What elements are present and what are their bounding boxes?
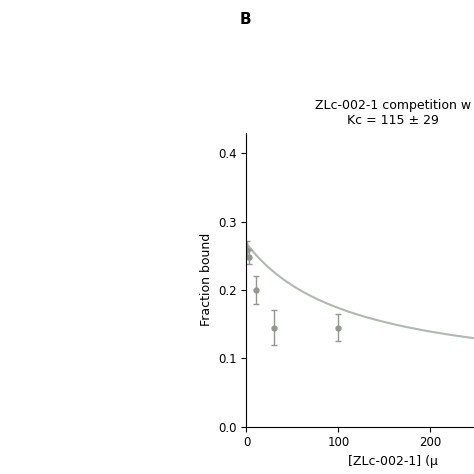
Y-axis label: Fraction bound: Fraction bound xyxy=(200,233,212,326)
Text: B: B xyxy=(239,12,251,27)
Title: ZLc-002-1 competition w
Kc = 115 ± 29: ZLc-002-1 competition w Kc = 115 ± 29 xyxy=(315,100,472,128)
X-axis label: [ZLc-002-1] (μ: [ZLc-002-1] (μ xyxy=(348,455,438,468)
